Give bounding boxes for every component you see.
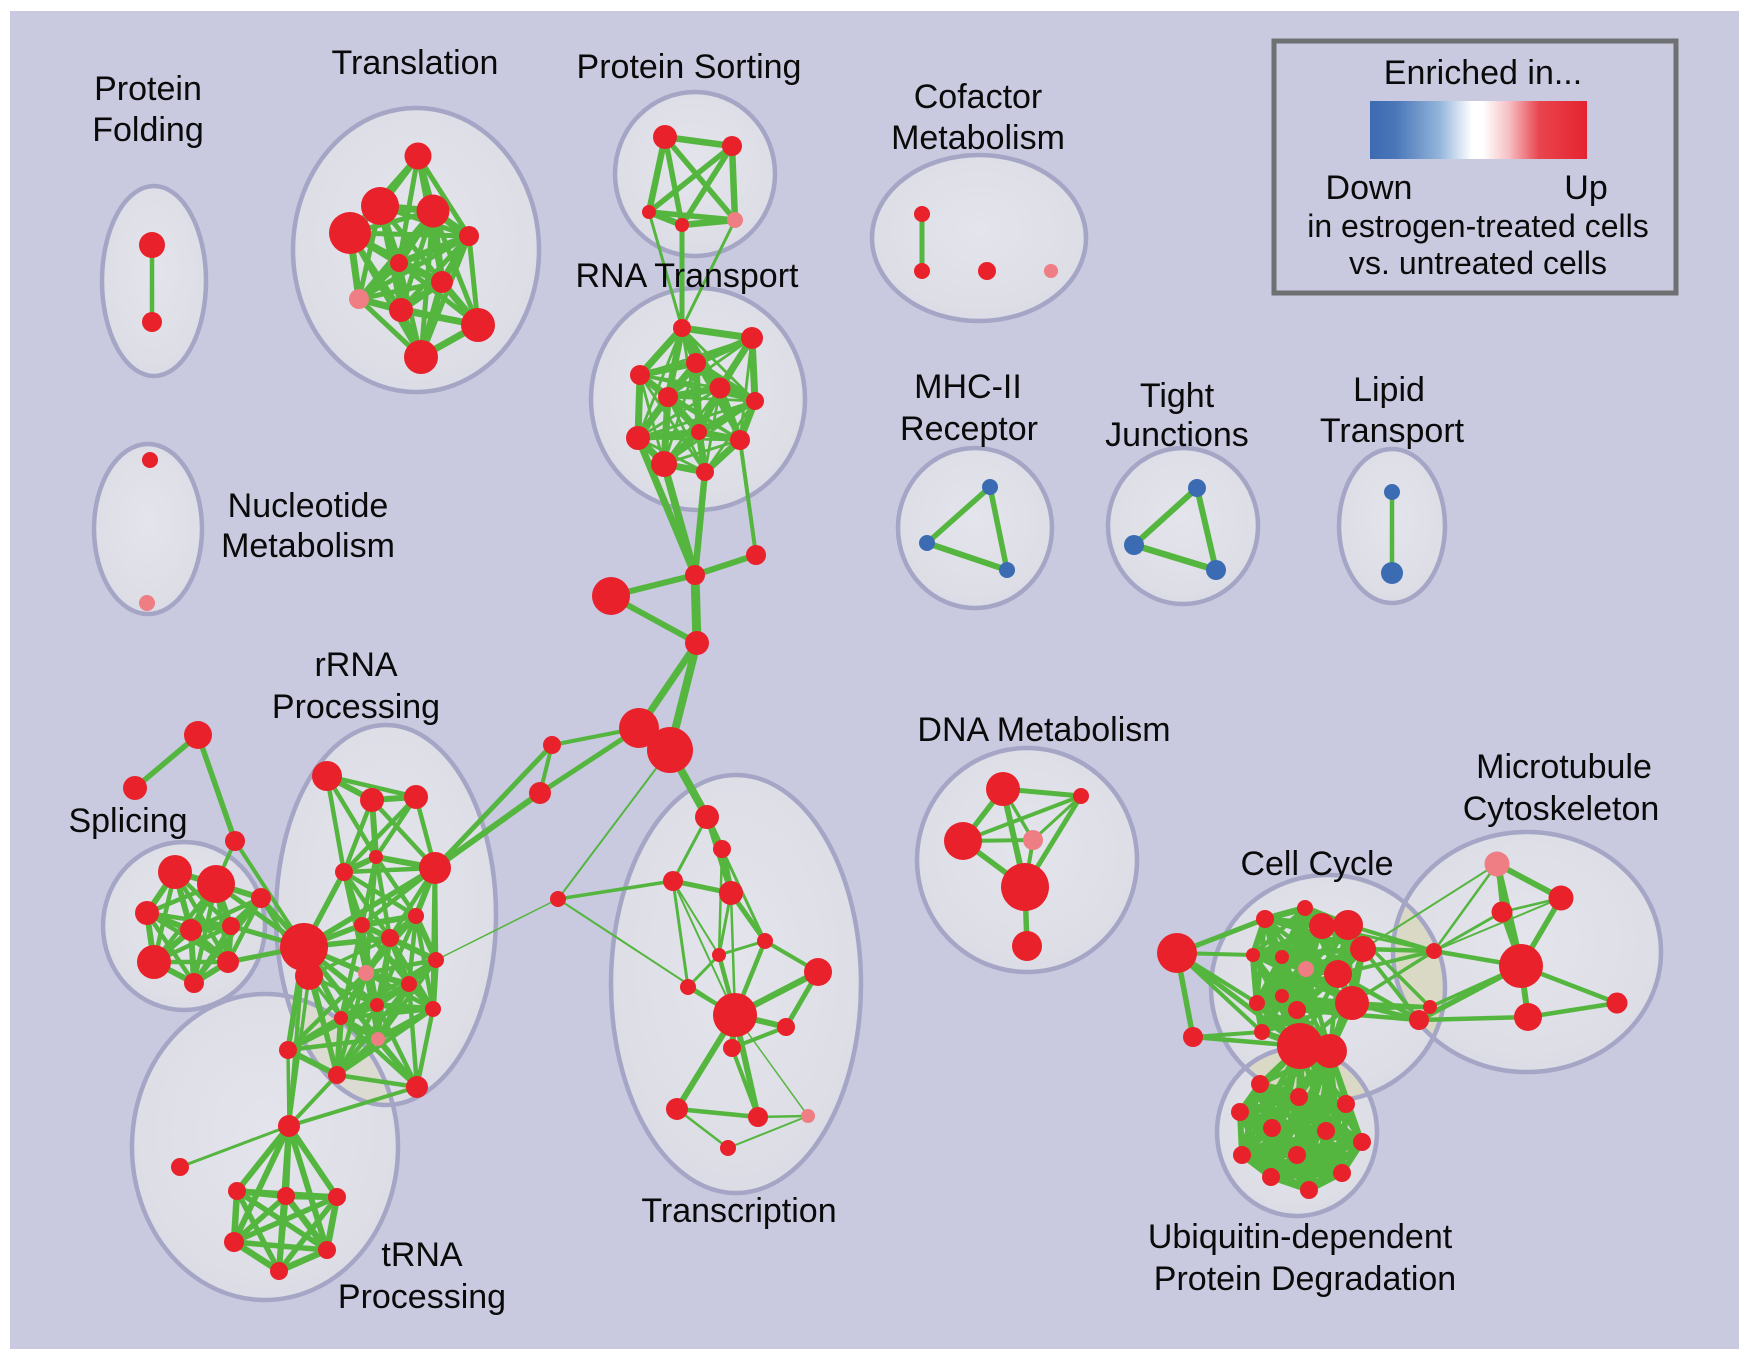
svg-text:Cofactor: Cofactor xyxy=(914,78,1043,116)
svg-text:Metabolism: Metabolism xyxy=(891,119,1065,157)
svg-text:in estrogen-treated cells: in estrogen-treated cells xyxy=(1307,208,1649,244)
svg-text:Enriched in...: Enriched in... xyxy=(1384,54,1582,92)
svg-text:Tight: Tight xyxy=(1140,377,1215,415)
svg-text:Cell Cycle: Cell Cycle xyxy=(1240,845,1393,883)
svg-text:Receptor: Receptor xyxy=(900,410,1038,448)
svg-text:MHC-II: MHC-II xyxy=(914,368,1022,406)
svg-text:Folding: Folding xyxy=(92,111,204,149)
svg-text:Microtubule: Microtubule xyxy=(1476,748,1652,786)
svg-text:Nucleotide: Nucleotide xyxy=(228,487,389,525)
svg-text:Junctions: Junctions xyxy=(1105,416,1249,454)
svg-text:Ubiquitin-dependent: Ubiquitin-dependent xyxy=(1148,1218,1453,1256)
svg-text:Down: Down xyxy=(1326,169,1413,207)
svg-text:Transport: Transport xyxy=(1320,412,1465,450)
svg-text:Protein Sorting: Protein Sorting xyxy=(577,48,802,86)
svg-text:Transcription: Transcription xyxy=(641,1192,836,1230)
svg-text:vs. untreated cells: vs. untreated cells xyxy=(1349,245,1607,281)
svg-text:Cytoskeleton: Cytoskeleton xyxy=(1463,790,1660,828)
svg-text:tRNA: tRNA xyxy=(381,1236,463,1274)
svg-text:Translation: Translation xyxy=(332,44,499,82)
svg-text:DNA Metabolism: DNA Metabolism xyxy=(917,711,1170,749)
svg-text:Processing: Processing xyxy=(272,688,440,726)
svg-text:Splicing: Splicing xyxy=(68,802,187,840)
svg-text:Up: Up xyxy=(1564,169,1607,207)
svg-text:RNA Transport: RNA Transport xyxy=(576,257,800,295)
svg-text:Metabolism: Metabolism xyxy=(221,527,395,565)
svg-text:Protein Degradation: Protein Degradation xyxy=(1154,1260,1456,1298)
svg-text:Processing: Processing xyxy=(338,1278,506,1316)
svg-text:rRNA: rRNA xyxy=(314,646,397,684)
svg-text:Protein: Protein xyxy=(94,70,202,108)
svg-text:Lipid: Lipid xyxy=(1353,371,1425,409)
